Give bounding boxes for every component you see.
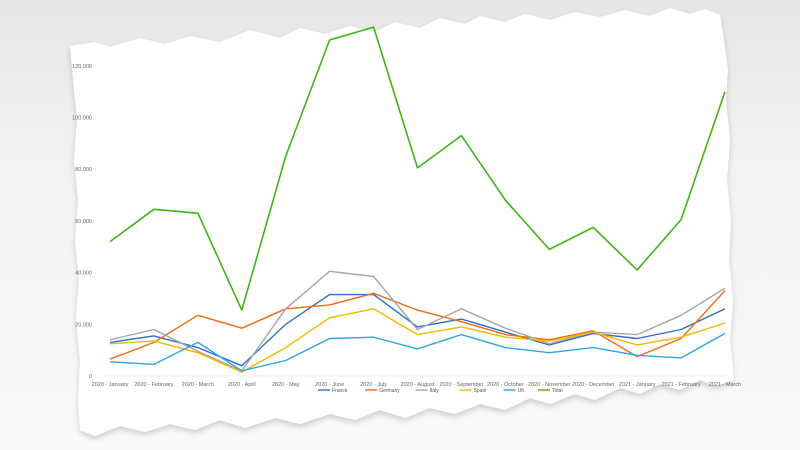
legend-label: Germany — [379, 388, 400, 394]
x-tick-label: 2020 - June — [315, 382, 344, 388]
legend: France Germany Italy Spain UK Total — [318, 388, 563, 394]
series-line-total — [109, 26, 726, 311]
legend-label: Italy — [430, 388, 440, 394]
legend-item-germany: Germany — [365, 388, 400, 394]
x-tick-label: 2020 - January — [92, 382, 129, 388]
x-axis: 2020 - January 2020 - February 2020 - Marc… — [92, 382, 742, 388]
y-tick-label: 100.000 — [72, 116, 92, 122]
x-tick-label: 2021 - February — [662, 382, 701, 388]
y-tick-label: 0 — [89, 374, 92, 380]
legend-label: UK — [518, 388, 526, 394]
y-axis: 0 20.000 40.000 60.000 80.000 100.000 120.000 — [72, 64, 92, 380]
series-line-uk — [109, 332, 726, 372]
series-line-spain — [109, 308, 726, 373]
y-tick-label: 60.000 — [75, 219, 92, 225]
y-tick-label: 40.000 — [75, 271, 92, 277]
legend-item-spain: Spain — [459, 388, 487, 394]
y-tick-label: 120.000 — [72, 64, 92, 70]
series-lines — [109, 26, 726, 373]
x-tick-label: 2020 - October — [487, 382, 524, 388]
x-tick-label: 2020 - November — [528, 382, 571, 388]
x-tick-label: 2020 - August — [401, 382, 435, 388]
y-tick-label: 20.000 — [75, 322, 92, 328]
legend-label: Spain — [474, 388, 487, 394]
x-tick-label: 2020 - February — [134, 382, 173, 388]
legend-item-uk: UK — [503, 388, 526, 394]
legend-label: France — [332, 388, 348, 394]
x-tick-label: 2020 - December — [572, 382, 615, 388]
legend-label: Total — [552, 388, 563, 394]
x-tick-label: 2020 - May — [272, 382, 300, 388]
x-tick-label: 2020 - April — [228, 382, 256, 388]
x-tick-label: 2020 - March — [182, 382, 214, 388]
legend-item-italy: Italy — [415, 388, 440, 394]
x-tick-label: 2020 - July — [360, 382, 387, 388]
paper-sheet — [70, 8, 734, 436]
series-line-france — [109, 293, 726, 367]
x-tick-label: 2021 - January — [619, 382, 656, 388]
x-tick-label: 2020 - September — [439, 382, 483, 388]
series-line-germany — [109, 290, 726, 360]
x-tick-label: 2021 - March — [709, 382, 741, 388]
series-line-italy — [109, 270, 726, 372]
y-tick-label: 80.000 — [75, 167, 92, 173]
legend-item-total: Total — [538, 388, 563, 394]
legend-item-france: France — [318, 388, 348, 394]
